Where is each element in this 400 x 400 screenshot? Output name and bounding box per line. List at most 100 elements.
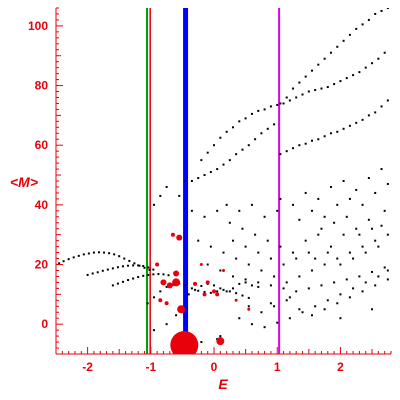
- data-point: [367, 114, 370, 117]
- data-point: [222, 288, 225, 291]
- data-point: [348, 33, 351, 36]
- data-point: [266, 239, 269, 242]
- data-point: [307, 287, 310, 290]
- data-point: [367, 18, 370, 21]
- data-point: [386, 269, 389, 272]
- data-point: [361, 245, 364, 248]
- data-point: [87, 252, 90, 255]
- data-point: [336, 130, 339, 133]
- data-point: [147, 273, 150, 276]
- highlight-point: [170, 232, 175, 237]
- data-point: [137, 276, 140, 279]
- data-point: [241, 227, 244, 230]
- data-point: [307, 251, 310, 254]
- x-tick-label: -1: [145, 360, 156, 374]
- data-point: [317, 138, 320, 141]
- data-point: [383, 51, 386, 54]
- data-point: [260, 132, 263, 135]
- data-point: [358, 71, 361, 74]
- highlight-point: [216, 337, 225, 346]
- y-tick-label: 0: [41, 317, 48, 331]
- data-point: [282, 263, 285, 266]
- highlight-point: [155, 262, 160, 267]
- data-point: [304, 239, 307, 242]
- data-point: [292, 251, 295, 254]
- data-point: [279, 153, 282, 156]
- data-point: [269, 257, 272, 260]
- data-point: [187, 293, 190, 296]
- data-point: [361, 23, 364, 26]
- data-point: [314, 305, 317, 308]
- data-point: [250, 203, 253, 206]
- data-point: [273, 123, 276, 126]
- data-point: [339, 293, 342, 296]
- data-point: [342, 39, 345, 42]
- data-point: [132, 277, 135, 280]
- data-point: [288, 317, 291, 320]
- data-point: [276, 103, 279, 106]
- data-point: [276, 209, 279, 212]
- data-point: [235, 292, 238, 295]
- data-point: [323, 308, 326, 311]
- red-points: [155, 232, 251, 354]
- data-point: [152, 203, 155, 206]
- data-point: [209, 245, 212, 248]
- data-point: [127, 279, 130, 282]
- data-point: [184, 180, 187, 182]
- data-point: [314, 89, 317, 92]
- data-point: [285, 299, 288, 302]
- black-points: [58, 8, 389, 344]
- data-point: [165, 185, 168, 188]
- data-point: [165, 323, 168, 326]
- data-point: [200, 341, 203, 344]
- data-point: [386, 99, 389, 102]
- data-point: [329, 51, 332, 54]
- data-point: [285, 150, 288, 153]
- data-point: [364, 66, 367, 69]
- data-point: [235, 153, 238, 156]
- data-point: [159, 194, 162, 197]
- data-point: [123, 257, 126, 260]
- x-axis-label: E: [218, 376, 228, 392]
- data-point: [358, 275, 361, 278]
- data-point: [152, 296, 155, 299]
- data-point: [96, 271, 99, 274]
- highlight-point: [234, 298, 238, 302]
- data-point: [178, 194, 181, 197]
- data-point: [152, 268, 155, 271]
- data-point: [111, 284, 114, 287]
- data-point: [122, 280, 124, 283]
- data-point: [288, 296, 291, 299]
- data-point: [355, 27, 358, 30]
- data-point: [269, 302, 272, 305]
- data-point: [165, 285, 168, 288]
- data-point: [323, 215, 326, 218]
- data-point: [371, 62, 374, 65]
- data-point: [377, 245, 380, 248]
- plot-area: [58, 8, 389, 354]
- data-point: [374, 191, 377, 194]
- data-point: [142, 274, 145, 277]
- data-point: [374, 12, 377, 15]
- data-point: [238, 317, 241, 320]
- data-point: [143, 266, 146, 269]
- data-point: [244, 117, 247, 120]
- data-point: [380, 224, 383, 227]
- data-point: [228, 221, 231, 224]
- data-point: [345, 215, 348, 218]
- data-point: [386, 278, 389, 281]
- x-tick-label: 1: [274, 360, 281, 374]
- data-point: [197, 239, 200, 242]
- highlight-point: [173, 270, 180, 277]
- data-point: [295, 257, 298, 260]
- data-point: [257, 109, 260, 112]
- highlight-point: [158, 298, 163, 303]
- data-point: [355, 227, 358, 230]
- data-point: [200, 284, 203, 287]
- data-point: [260, 311, 263, 314]
- data-point: [209, 291, 212, 294]
- data-point: [266, 127, 269, 130]
- data-point: [282, 102, 285, 105]
- data-point: [228, 290, 231, 293]
